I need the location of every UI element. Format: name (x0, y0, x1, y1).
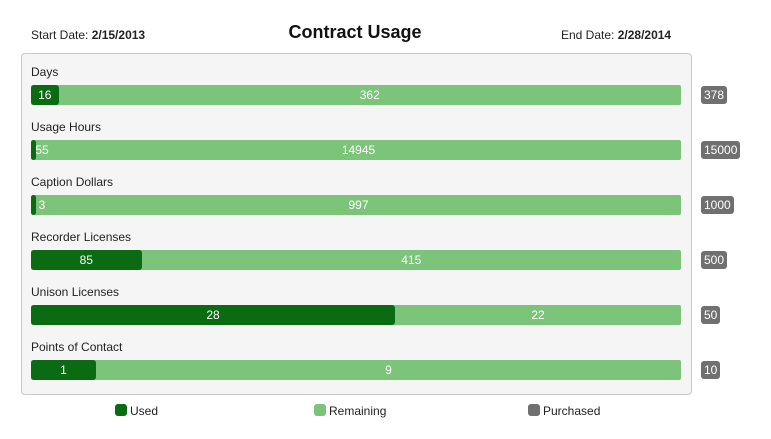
legend-used-swatch (115, 404, 127, 416)
used-segment (31, 250, 142, 270)
purchased-badge: 1000 (701, 196, 734, 214)
end-date: End Date: 2/28/2014 (561, 28, 671, 42)
used-value: 3 (38, 198, 46, 212)
used-value: 16 (38, 88, 52, 102)
used-segment (31, 360, 96, 380)
usage-bar: 85 415 (31, 250, 681, 270)
metric-row: Caption Dollars 3 997 1000 (0, 175, 771, 230)
usage-panel (21, 53, 692, 395)
purchased-badge: 15000 (701, 141, 741, 159)
usage-bar: 55 14945 (31, 140, 681, 160)
metric-label: Unison Licenses (31, 285, 120, 299)
remaining-value: 22 (531, 308, 545, 322)
legend-remaining-swatch (314, 404, 326, 416)
metric-row: Days 16 362 378 (0, 65, 771, 120)
metric-label: Points of Contact (31, 340, 123, 354)
purchased-badge: 378 (701, 86, 728, 104)
metric-label: Days (31, 65, 59, 79)
metric-row: Unison Licenses 28 22 50 (0, 285, 771, 340)
metric-row: Recorder Licenses 85 415 500 (0, 230, 771, 285)
legend-purchased: Purchased (528, 404, 600, 418)
used-value: 1 (60, 363, 67, 377)
end-date-label: End Date: (561, 28, 615, 42)
remaining-value: 997 (348, 198, 369, 212)
used-value: 55 (35, 143, 49, 157)
remaining-value: 14945 (341, 143, 376, 157)
end-date-value: 2/28/2014 (617, 28, 672, 42)
usage-bar: 28 22 (31, 305, 681, 325)
start-date-label: Start Date: (31, 28, 89, 42)
used-segment (31, 85, 59, 105)
legend-purchased-label: Purchased (543, 404, 601, 418)
used-segment (31, 195, 36, 215)
start-date: Start Date: 2/15/2013 (31, 28, 145, 42)
header: Start Date: 2/15/2013 Contract Usage End… (0, 0, 771, 50)
purchased-badge: 50 (701, 306, 721, 324)
purchased-badge: 10 (701, 361, 721, 379)
metric-label: Recorder Licenses (31, 230, 132, 244)
legend-remaining-label: Remaining (329, 404, 387, 418)
remaining-value: 362 (359, 88, 380, 102)
used-segment (31, 140, 36, 160)
usage-bar: 3 997 (31, 195, 681, 215)
purchased-badge: 500 (701, 251, 728, 269)
metric-row: Usage Hours 55 14945 15000 (0, 120, 771, 175)
metric-label: Usage Hours (31, 120, 102, 134)
legend-used: Used (115, 404, 158, 418)
used-value: 85 (79, 253, 93, 267)
legend: Used Remaining Purchased (0, 404, 771, 420)
used-segment (31, 305, 395, 325)
metric-label: Caption Dollars (31, 175, 114, 189)
remaining-value: 415 (401, 253, 422, 267)
legend-remaining: Remaining (314, 404, 386, 418)
metric-row: Points of Contact 1 9 10 (0, 340, 771, 395)
remaining-value: 9 (385, 363, 392, 377)
used-value: 28 (206, 308, 220, 322)
legend-purchased-swatch (528, 404, 540, 416)
start-date-value: 2/15/2013 (91, 28, 146, 42)
page-title: Contract Usage (288, 22, 422, 42)
legend-used-label: Used (130, 404, 159, 418)
usage-bar: 16 362 (31, 85, 681, 105)
